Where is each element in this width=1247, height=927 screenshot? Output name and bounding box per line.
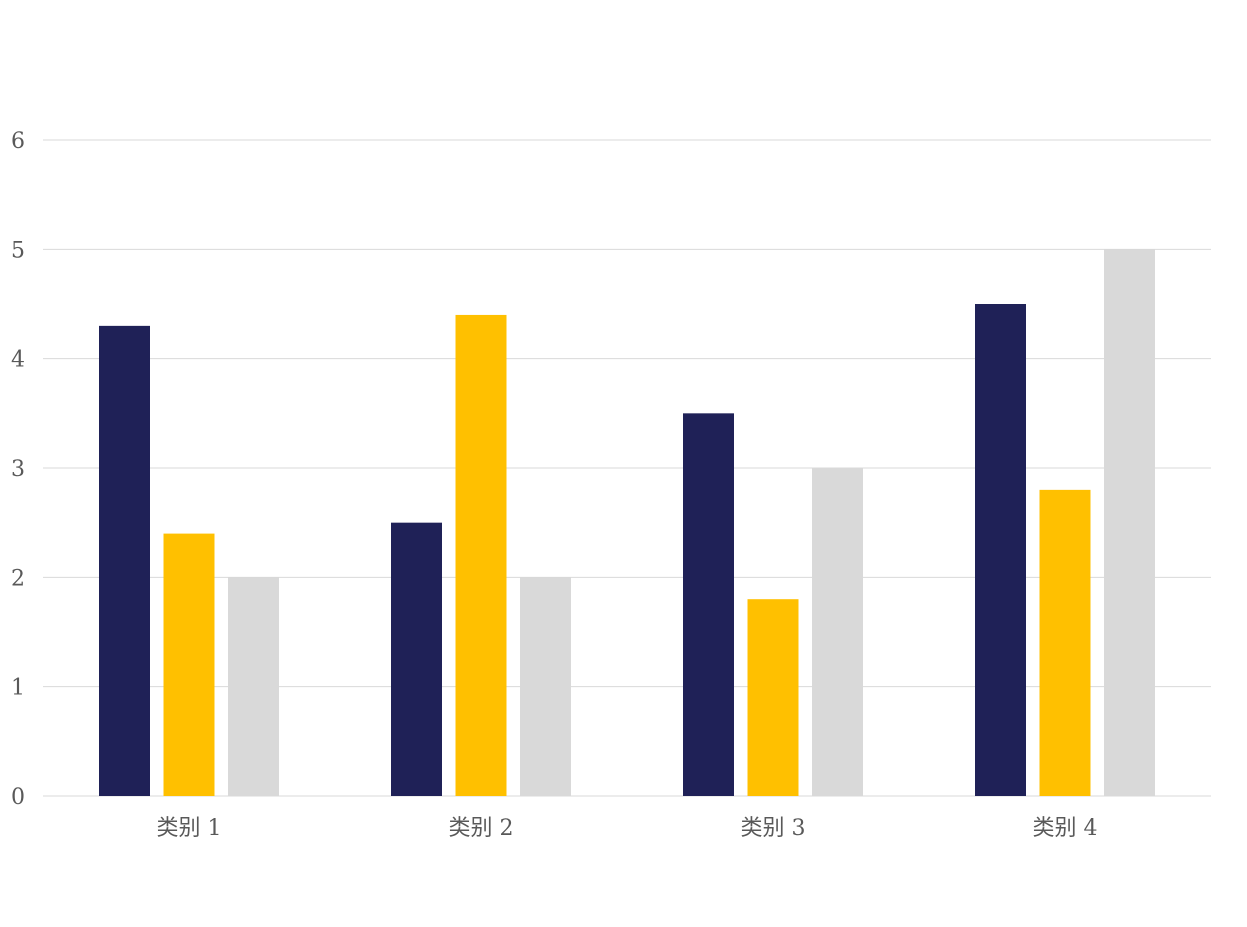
bar-category-2-series-3 [520,577,571,796]
y-tick-label: 6 [11,129,25,154]
y-axis-tick-labels: 0 1 2 3 4 5 6 [11,129,25,810]
bar-category-3-series-2 [747,599,799,796]
y-tick-label: 0 [11,785,25,810]
x-tick-label: 类别 1 [157,816,222,841]
x-tick-label: 类别 4 [1033,816,1098,841]
bar-category-1-series-2 [163,533,215,796]
y-tick-label: 3 [11,457,25,482]
bars [99,249,1155,797]
bar-category-3-series-3 [812,468,863,796]
bar-category-1-series-1 [99,325,150,796]
y-tick-label: 5 [11,238,25,263]
bar-category-4-series-2 [1039,489,1091,796]
bar-category-3-series-1 [683,413,734,796]
bar-category-2-series-1 [391,522,442,796]
bar-category-2-series-2 [455,314,507,796]
x-tick-label: 类别 2 [449,816,514,841]
bar-category-4-series-1 [975,304,1026,796]
y-tick-label: 2 [11,566,25,591]
x-axis-tick-labels: 类别 1 类别 2 类别 3 类别 4 [157,816,1098,841]
y-tick-label: 1 [11,676,25,701]
bar-category-1-series-3 [228,577,279,796]
x-tick-label: 类别 3 [741,816,806,841]
y-tick-label: 4 [11,348,25,373]
bar-category-4-series-3 [1104,249,1155,797]
grid-lines [43,139,1211,797]
